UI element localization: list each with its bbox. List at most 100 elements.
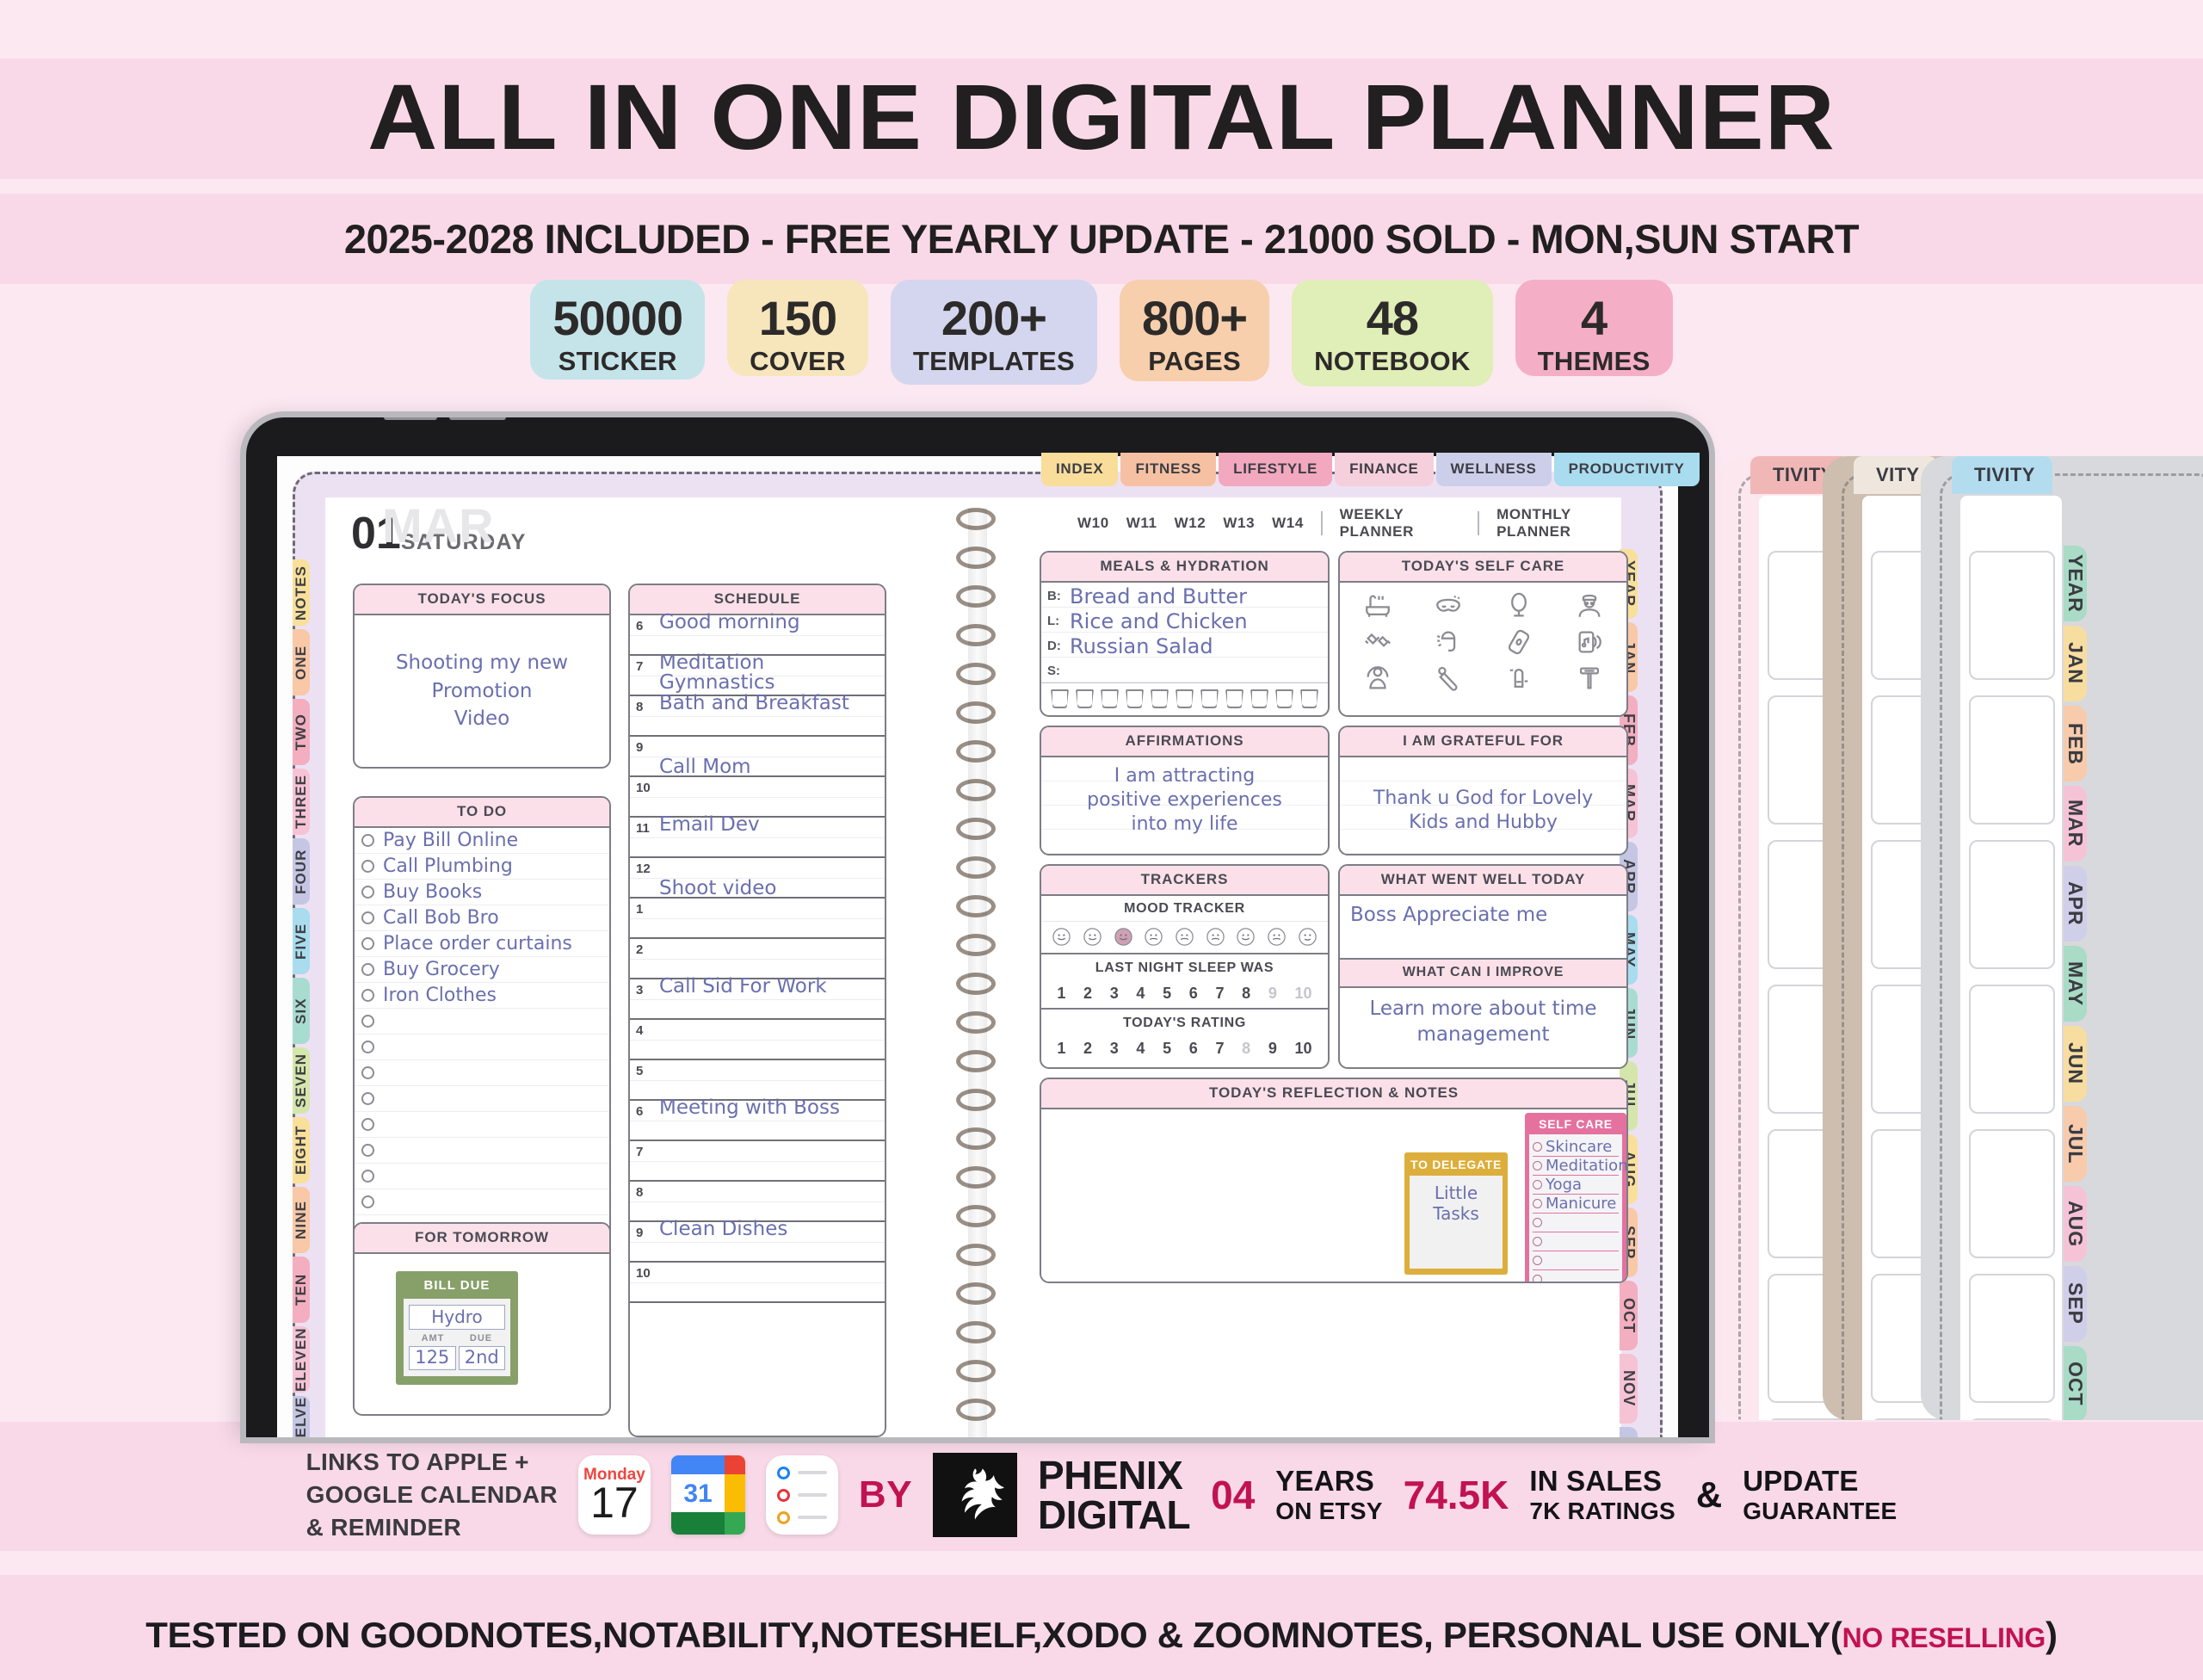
- mood-face-icon[interactable]: [1236, 927, 1256, 947]
- todo-checkbox[interactable]: [361, 911, 374, 924]
- meal-row[interactable]: L: Rice and Chicken: [1041, 608, 1328, 633]
- schedule-row[interactable]: 2: [630, 939, 885, 979]
- mood-face-icon[interactable]: [1052, 927, 1071, 947]
- bill-due-field[interactable]: 2nd: [458, 1346, 505, 1370]
- todo-checkbox[interactable]: [361, 1118, 374, 1131]
- sidebar-tab-ten[interactable]: TEN: [293, 1257, 310, 1323]
- scale-number[interactable]: 3: [1109, 1040, 1119, 1057]
- self-care-list-item[interactable]: Skincare: [1533, 1138, 1619, 1157]
- monthly-planner-link[interactable]: MONTHLY PLANNER: [1496, 506, 1571, 540]
- water-glass-icon[interactable]: [1250, 689, 1268, 708]
- todo-checkbox[interactable]: [361, 1066, 374, 1079]
- week-link-w10[interactable]: W10: [1077, 515, 1109, 531]
- self-care-checkbox[interactable]: [1533, 1256, 1542, 1265]
- todo-item[interactable]: Call Bob Bro: [355, 905, 609, 931]
- scale-number[interactable]: 1: [1057, 985, 1066, 1002]
- mood-face-icon[interactable]: [1144, 927, 1163, 947]
- scale-number[interactable]: 2: [1083, 985, 1093, 1002]
- improve-body[interactable]: Learn more about time management: [1340, 988, 1626, 1067]
- apple-calendar-icon[interactable]: Monday 17: [577, 1455, 651, 1535]
- schedule-row[interactable]: 12 Shoot video: [630, 858, 885, 899]
- scale-number[interactable]: 10: [1294, 1040, 1312, 1057]
- month-tab-oct[interactable]: OCT: [1620, 1281, 1638, 1350]
- weekly-planner-link[interactable]: WEEKLY PLANNER: [1339, 506, 1414, 540]
- schedule-row[interactable]: 7: [630, 1141, 885, 1182]
- water-glass-icon[interactable]: [1151, 689, 1169, 708]
- todo-checkbox[interactable]: [361, 1015, 374, 1028]
- month-tab-nov[interactable]: NOV: [1620, 1354, 1638, 1424]
- self-care-checkbox[interactable]: [1533, 1142, 1542, 1152]
- todo-checkbox[interactable]: [361, 989, 374, 1002]
- reflection-card[interactable]: TODAY'S REFLECTION & NOTES TO DELEGATE L…: [1040, 1078, 1628, 1283]
- trackers-card[interactable]: TRACKERS MOOD TRACKER LAST NIGHT SLEEP W…: [1040, 864, 1330, 1069]
- scale-number[interactable]: 6: [1188, 1040, 1198, 1057]
- water-glass-icon[interactable]: [1051, 689, 1069, 708]
- sidebar-tab-twelve[interactable]: TWELVE: [293, 1396, 310, 1437]
- schedule-row[interactable]: 5: [630, 1060, 885, 1101]
- bill-due-sticker[interactable]: BILL DUE Hydro AMT DUE 125 2nd: [396, 1271, 518, 1385]
- self-care-icon-grid[interactable]: [1340, 583, 1626, 700]
- water-glass-icon[interactable]: [1101, 689, 1119, 708]
- todo-item[interactable]: [355, 1138, 609, 1164]
- scale-number[interactable]: 7: [1215, 985, 1225, 1002]
- water-glass-icon[interactable]: [1275, 689, 1293, 708]
- category-tab-lifestyle[interactable]: LIFESTYLE: [1219, 453, 1333, 486]
- self-care-list-item[interactable]: Meditation: [1533, 1157, 1626, 1176]
- to-delegate-body[interactable]: Little Tasks: [1410, 1176, 1503, 1269]
- sleep-scale[interactable]: 1 2 3 4 5 6 7 8 9 10: [1041, 981, 1328, 1010]
- todo-checkbox[interactable]: [361, 1195, 374, 1208]
- meditation-icon[interactable]: [1343, 661, 1411, 695]
- razor-icon[interactable]: [1555, 661, 1623, 695]
- week-link-w11[interactable]: W11: [1126, 515, 1157, 531]
- schedule-row[interactable]: 4: [630, 1020, 885, 1060]
- schedule-row[interactable]: 10: [630, 777, 885, 818]
- schedule-row[interactable]: 9 Call Mom: [630, 737, 885, 778]
- scale-number[interactable]: 8: [1242, 985, 1251, 1002]
- scale-number[interactable]: 5: [1163, 985, 1172, 1002]
- self-care-checkbox[interactable]: [1533, 1180, 1542, 1189]
- week-links[interactable]: W10 W11 W12 W13 W14: [1077, 515, 1304, 532]
- todo-checkbox[interactable]: [361, 937, 374, 950]
- category-tab-bar[interactable]: INDEX FITNESS LIFESTYLE FINANCE WELLNESS PROD…: [1041, 453, 1700, 486]
- water-glass-icon[interactable]: [1126, 689, 1144, 708]
- self-care-list-item[interactable]: [1533, 1214, 1619, 1232]
- todo-checkbox[interactable]: [361, 1041, 374, 1053]
- grateful-card[interactable]: I AM GRATEFUL FOR Thank u God for Lovely…: [1338, 726, 1628, 855]
- todo-item[interactable]: [355, 1189, 609, 1215]
- water-glass-icon[interactable]: [1176, 689, 1194, 708]
- scale-number[interactable]: 1: [1057, 1040, 1066, 1057]
- self-care-checkbox[interactable]: [1533, 1218, 1542, 1227]
- todo-item[interactable]: Buy Grocery: [355, 957, 609, 983]
- sidebar-tab-nine[interactable]: NINE: [293, 1187, 310, 1253]
- mood-face-row[interactable]: [1041, 922, 1328, 954]
- grateful-body[interactable]: Thank u God for Lovely Kids and Hubby: [1340, 757, 1626, 854]
- volume-button-down[interactable]: [449, 417, 506, 420]
- sidebar-tab-two[interactable]: TWO: [293, 699, 310, 765]
- schedule-row[interactable]: 1: [630, 899, 885, 939]
- schedule-row[interactable]: 9 Clean Dishes: [630, 1218, 885, 1263]
- todays-focus-card[interactable]: TODAY'S FOCUS Shooting my new Promotion Vi…: [353, 584, 611, 769]
- todo-checkbox[interactable]: [361, 1170, 374, 1183]
- todo-checkbox[interactable]: [361, 963, 374, 976]
- self-care-list-sticker[interactable]: SELF CARE Skincare Meditation Yoga Manicure: [1525, 1113, 1626, 1282]
- meal-row[interactable]: D: Russian Salad: [1041, 633, 1328, 658]
- week-link-w12[interactable]: W12: [1174, 515, 1206, 531]
- todo-item[interactable]: [355, 1035, 609, 1060]
- water-glass-icon[interactable]: [1300, 689, 1318, 708]
- week-navigation[interactable]: W10 W11 W12 W13 W14 WEEKLY PLANNER MONTHLY P…: [1077, 506, 1626, 540]
- mood-face-icon[interactable]: [1298, 927, 1317, 947]
- sidebar-tab-eleven[interactable]: ELEVEN: [293, 1326, 310, 1393]
- bathtub-icon[interactable]: [1343, 589, 1411, 622]
- sidebar-tab-one[interactable]: ONE: [293, 629, 310, 695]
- week-link-w13[interactable]: W13: [1223, 515, 1256, 531]
- scale-number[interactable]: 7: [1215, 1040, 1225, 1057]
- todo-item[interactable]: Iron Clothes: [355, 983, 609, 1009]
- scale-number[interactable]: 9: [1268, 985, 1277, 1002]
- sidebar-tab-three[interactable]: THREE: [293, 769, 310, 835]
- dumbbell-icon[interactable]: [1343, 625, 1411, 658]
- todo-item[interactable]: [355, 1164, 609, 1189]
- todo-checkbox[interactable]: [361, 1144, 374, 1157]
- schedule-row[interactable]: 6 Good morning: [630, 611, 885, 656]
- bill-amt-field[interactable]: 125: [409, 1346, 456, 1370]
- todays-focus-body[interactable]: Shooting my new Promotion Video: [355, 615, 609, 767]
